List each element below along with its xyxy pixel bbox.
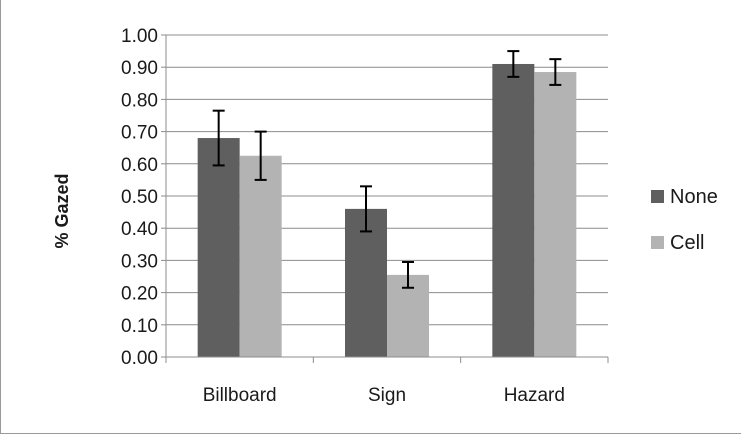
bar-none-hazard (492, 63, 535, 357)
x-axis: Billboard Sign Hazard (165, 356, 609, 406)
y-tick-label: 0.50 (121, 187, 158, 208)
bar-none-sign (345, 208, 387, 357)
y-tick-label: 0.70 (121, 123, 158, 144)
y-tick-label: 0.20 (121, 284, 158, 305)
y-tick-label: 0.80 (121, 90, 158, 111)
error-bars (212, 50, 562, 289)
legend-swatch-cell (651, 236, 664, 249)
x-tick-label: Billboard (203, 385, 277, 406)
y-tick-label: 1.00 (121, 26, 158, 47)
bar-cell-hazard (534, 72, 577, 357)
y-axis-title: % Gazed (52, 173, 72, 248)
x-tick-label: Hazard (504, 385, 565, 406)
bar-none-billboard (197, 138, 240, 357)
y-tick-label: 0.60 (121, 155, 158, 176)
y-tick-label: 0.90 (121, 58, 158, 79)
bars (197, 63, 577, 357)
legend-swatch-none (651, 190, 664, 203)
x-tick-label: Sign (368, 385, 406, 406)
y-tick-label: 0.00 (121, 348, 158, 369)
bar-cell-billboard (239, 155, 282, 357)
y-tick-label: 0.40 (121, 219, 158, 240)
legend-label-cell: Cell (670, 232, 704, 254)
y-tick-label: 0.30 (121, 251, 158, 272)
legend: None Cell (651, 186, 718, 254)
y-tick-label: 0.10 (121, 316, 158, 337)
legend-label-none: None (670, 186, 718, 208)
y-axis: 0.00 0.10 0.20 0.30 0.40 0.50 0.60 0.70 0.80 0.90… (121, 26, 167, 369)
